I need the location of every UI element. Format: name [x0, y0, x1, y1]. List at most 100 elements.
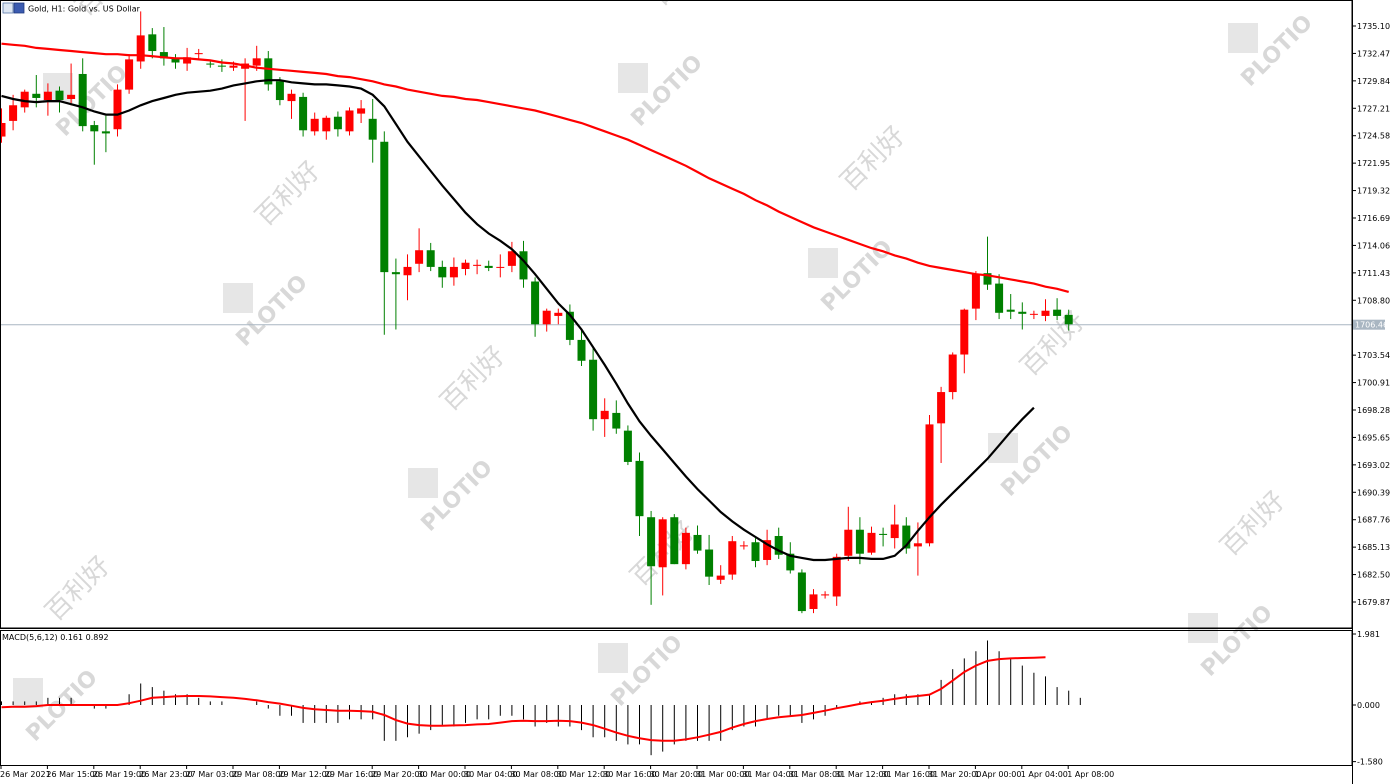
candle[interactable] [531, 277, 540, 337]
candle[interactable] [658, 517, 667, 596]
candle[interactable] [159, 27, 168, 66]
candle[interactable] [739, 541, 748, 550]
candle-body [809, 594, 818, 609]
candle[interactable] [78, 58, 87, 132]
candle[interactable] [751, 538, 760, 568]
candle[interactable] [948, 352, 957, 400]
candle[interactable] [879, 527, 888, 547]
x-tick-label: 29 Mar 08:00 [232, 770, 285, 779]
candle[interactable] [125, 54, 134, 94]
candle[interactable] [1006, 294, 1015, 320]
candle[interactable] [426, 242, 435, 272]
candle[interactable] [380, 131, 389, 335]
candle[interactable] [415, 228, 424, 273]
candle[interactable] [345, 107, 354, 136]
candle[interactable] [113, 84, 122, 137]
candle[interactable] [600, 398, 609, 437]
candle[interactable] [299, 92, 308, 137]
candle-body [426, 250, 435, 267]
candle-body [600, 410, 609, 420]
window-menu-icon[interactable] [2, 2, 14, 14]
candle[interactable] [403, 254, 412, 301]
candle[interactable] [136, 11, 145, 69]
candle[interactable] [937, 386, 946, 463]
candle[interactable] [705, 534, 714, 586]
candle[interactable] [43, 83, 52, 116]
candle[interactable] [0, 108, 6, 143]
candle[interactable] [310, 112, 319, 136]
candle[interactable] [867, 526, 876, 555]
candle[interactable] [287, 89, 296, 119]
candle[interactable] [565, 304, 574, 346]
candle-body [542, 310, 551, 325]
candle[interactable] [368, 99, 377, 163]
candle[interactable] [67, 63, 76, 106]
candle-body [693, 534, 702, 551]
candle[interactable] [589, 346, 598, 431]
candle[interactable] [461, 259, 470, 276]
candle[interactable] [496, 254, 505, 278]
candle[interactable] [194, 48, 203, 60]
candle[interactable] [844, 506, 853, 562]
candle[interactable] [171, 54, 180, 69]
candle[interactable] [693, 525, 702, 554]
candle[interactable] [554, 308, 563, 325]
candle[interactable] [333, 111, 342, 137]
candle[interactable] [519, 240, 528, 288]
candle[interactable] [357, 100, 366, 123]
candle[interactable] [681, 527, 690, 570]
candle[interactable] [438, 260, 447, 288]
candle[interactable] [1029, 310, 1038, 320]
candle[interactable] [763, 529, 772, 566]
candle[interactable] [623, 425, 632, 466]
candle[interactable] [1053, 298, 1062, 321]
candle[interactable] [90, 120, 99, 165]
candle[interactable] [890, 504, 899, 549]
candle[interactable] [786, 542, 795, 574]
candle[interactable] [507, 241, 516, 273]
chart-type-icon[interactable] [13, 2, 25, 14]
candle[interactable] [647, 510, 656, 605]
candle[interactable] [960, 308, 969, 374]
candle-body [937, 392, 946, 424]
x-tick-label: 1 Apr 08:00 [1067, 770, 1114, 779]
candle[interactable] [774, 527, 783, 559]
candle-body [0, 122, 6, 137]
candle[interactable] [716, 565, 725, 584]
candle[interactable] [809, 589, 818, 614]
candle[interactable] [670, 514, 679, 565]
candle[interactable] [612, 400, 621, 434]
candle[interactable] [902, 517, 911, 554]
candle[interactable] [542, 308, 551, 332]
candle[interactable] [264, 51, 273, 91]
candle[interactable] [855, 517, 864, 565]
candle[interactable] [275, 77, 284, 106]
candle[interactable] [391, 258, 400, 330]
candle[interactable] [971, 271, 980, 321]
macd-pane[interactable] [1, 640, 1081, 756]
candle[interactable] [797, 569, 806, 614]
candle[interactable] [206, 60, 215, 68]
candle[interactable] [821, 591, 830, 599]
price-pane[interactable] [0, 11, 1352, 614]
candle[interactable] [635, 452, 644, 536]
candle[interactable] [577, 330, 586, 366]
candle[interactable] [473, 259, 482, 275]
candle[interactable] [983, 236, 992, 290]
candle[interactable] [1018, 302, 1027, 330]
candle[interactable] [728, 535, 737, 580]
candle[interactable] [484, 260, 493, 272]
candle-body [948, 354, 957, 393]
candle[interactable] [449, 257, 458, 286]
candle[interactable] [1041, 299, 1050, 322]
candle[interactable] [925, 415, 934, 547]
candle[interactable] [148, 28, 157, 59]
candle[interactable] [322, 115, 331, 140]
candle[interactable] [832, 553, 841, 606]
candle[interactable] [9, 94, 18, 131]
candle[interactable] [101, 115, 110, 153]
candle[interactable] [1064, 309, 1073, 331]
candle[interactable] [995, 274, 1004, 320]
candle[interactable] [55, 86, 64, 113]
